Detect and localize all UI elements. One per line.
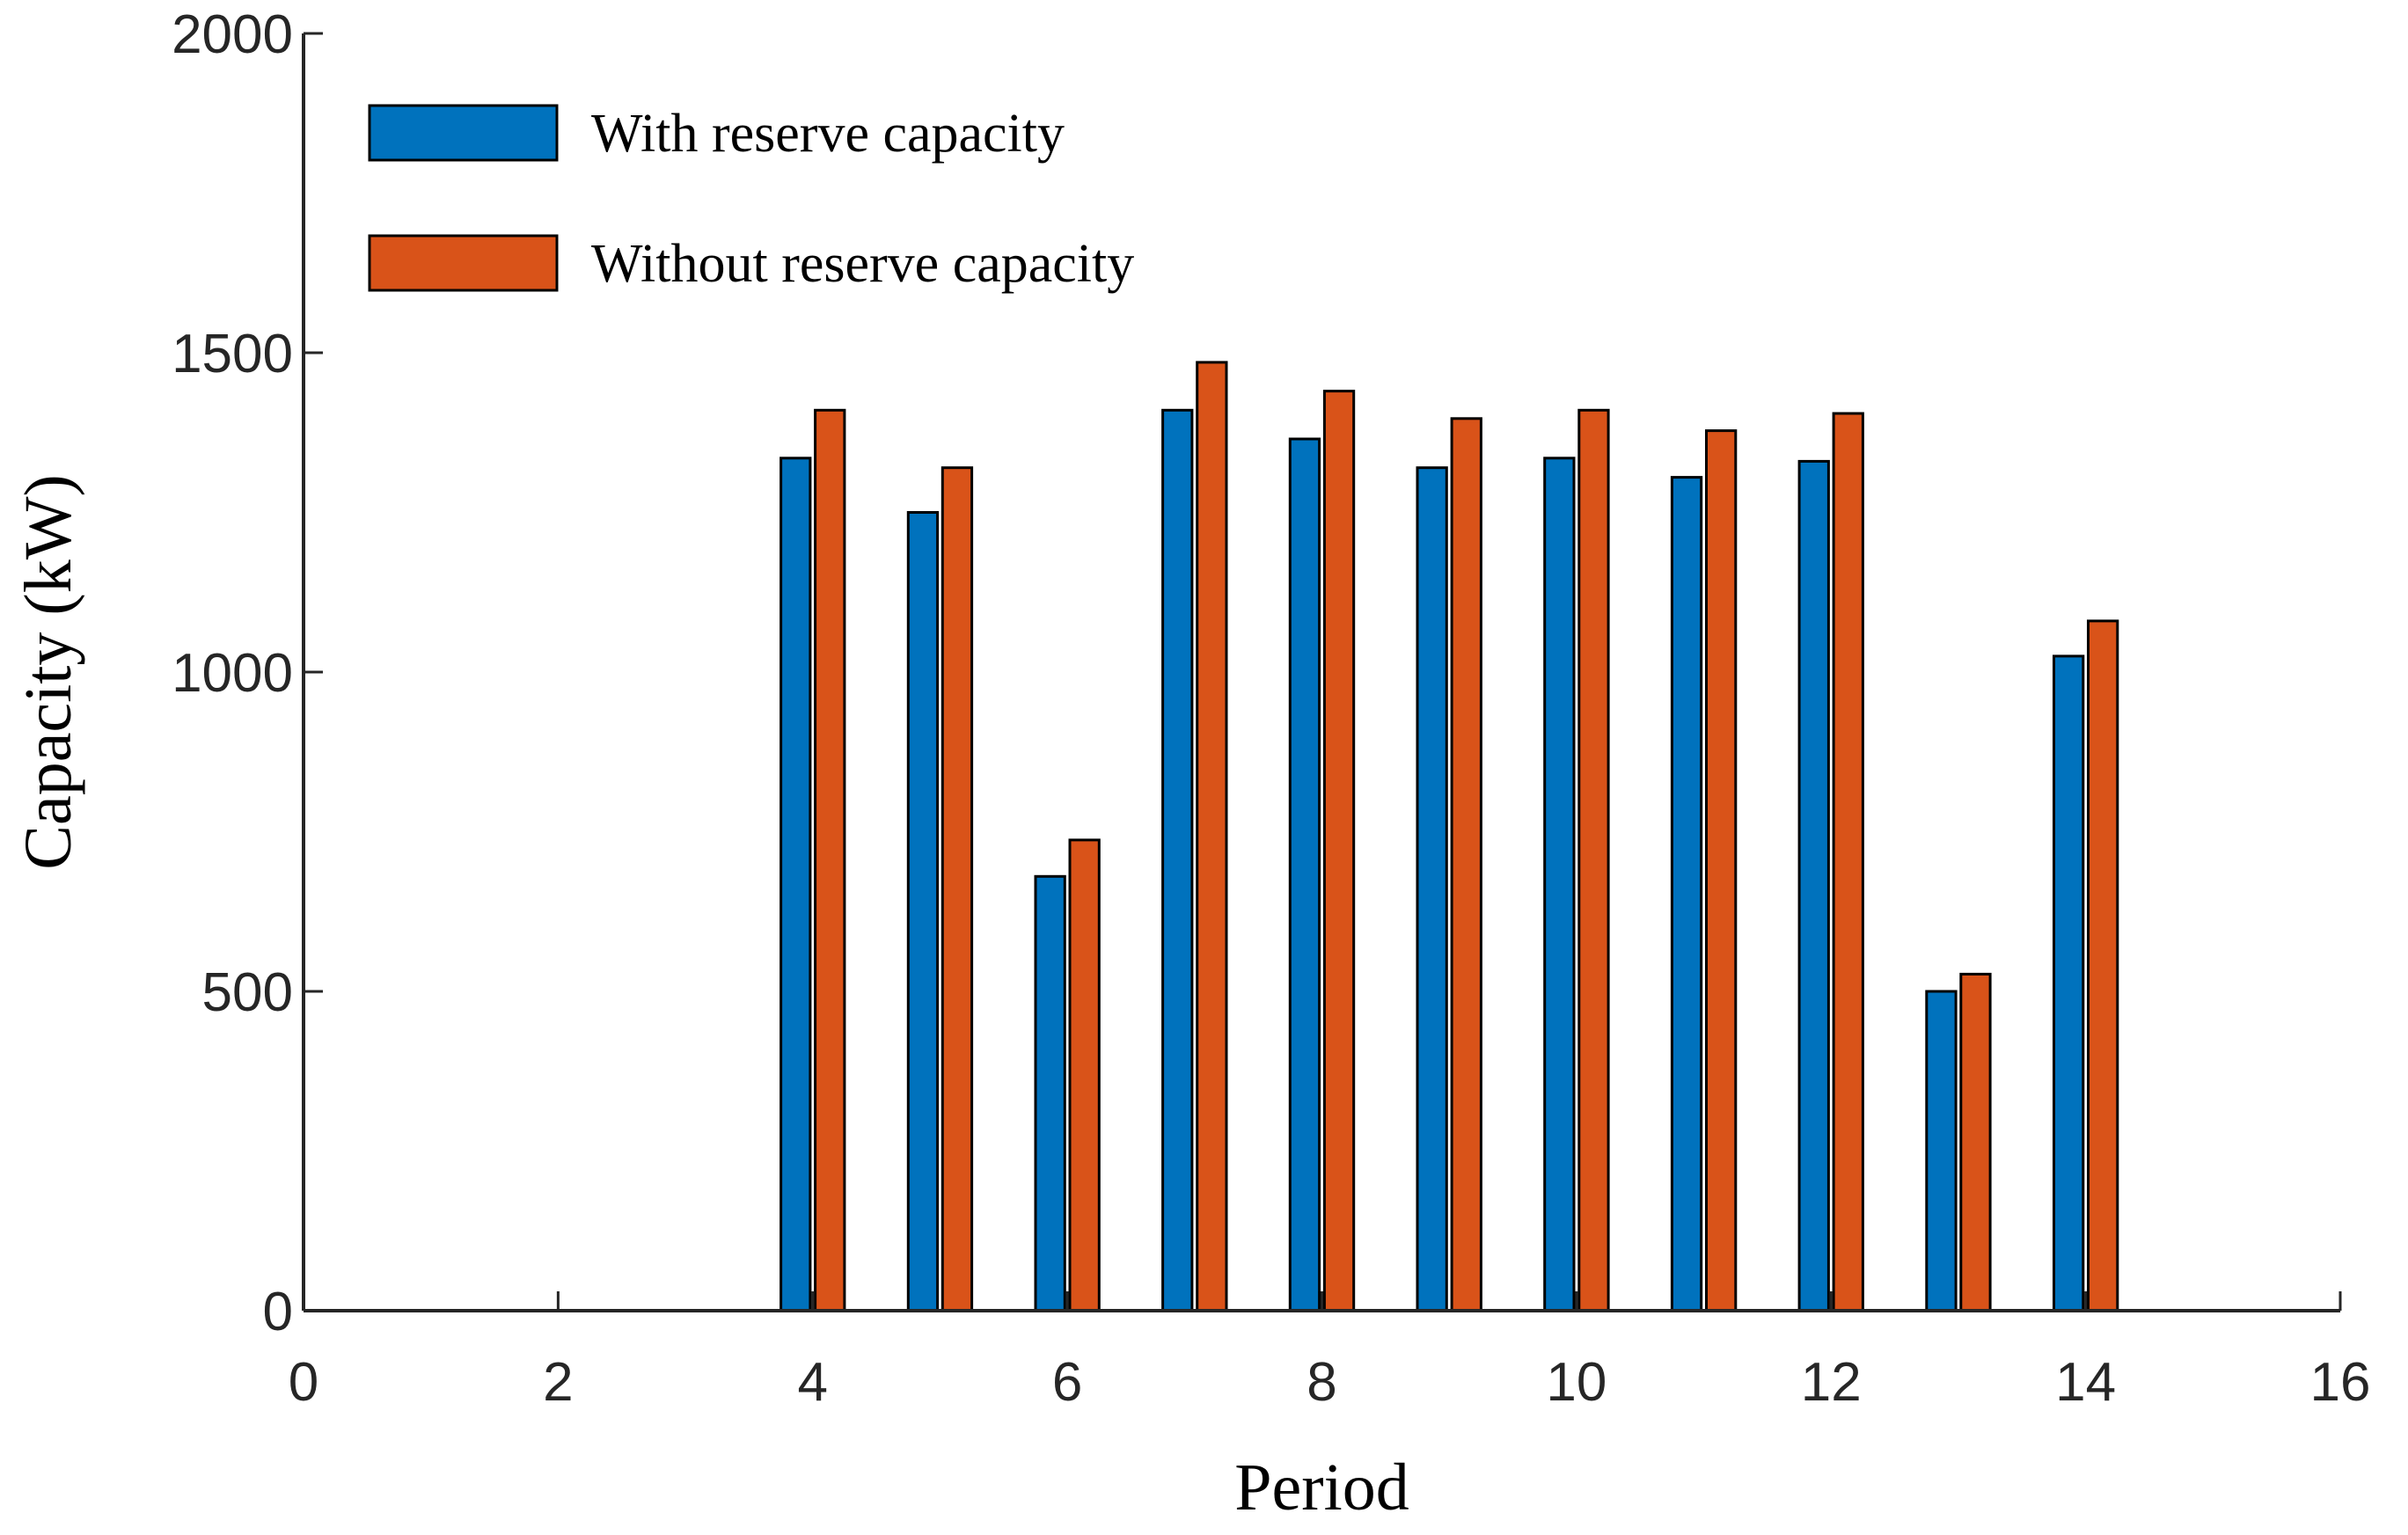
bar-without-reserve-period-7 xyxy=(1196,361,1228,1312)
bar-with-reserve-period-13 xyxy=(1925,990,1958,1312)
x-tick-label: 16 xyxy=(2310,1352,2371,1413)
y-tick-label: 0 xyxy=(263,1282,293,1342)
bar-without-reserve-period-5 xyxy=(941,466,974,1312)
x-tick-label: 2 xyxy=(543,1352,573,1413)
bar-with-reserve-period-12 xyxy=(1797,459,1830,1312)
bar-without-reserve-period-6 xyxy=(1068,838,1101,1312)
bar-without-reserve-period-9 xyxy=(1450,417,1482,1312)
axes xyxy=(302,33,2340,1312)
y-tick-label: 500 xyxy=(202,962,293,1023)
legend: With reserve capacity Without reserve ca… xyxy=(368,104,1134,294)
y-tick-label: 1000 xyxy=(172,643,293,704)
legend-swatch-without-reserve xyxy=(368,234,559,292)
bar-with-reserve-period-7 xyxy=(1161,408,1194,1312)
x-tick-label: 10 xyxy=(1546,1352,1607,1413)
bar-with-reserve-period-11 xyxy=(1670,476,1703,1312)
x-axis-title: Period xyxy=(1234,1451,1409,1524)
x-tick-label: 12 xyxy=(1801,1352,1862,1413)
y-tick-label: 2000 xyxy=(172,4,293,65)
bar-with-reserve-period-6 xyxy=(1034,874,1066,1312)
bar-with-reserve-period-4 xyxy=(779,457,812,1312)
bar-without-reserve-period-8 xyxy=(1322,390,1356,1312)
ticks-layer: 0 2 4 6 8 10 12 14 16 0 500 1000 1500 2000 xyxy=(172,4,2370,1413)
bar-without-reserve-period-10 xyxy=(1577,408,1610,1312)
bar-with-reserve-period-14 xyxy=(2053,654,2085,1312)
x-tick-label: 0 xyxy=(289,1352,318,1413)
x-tick-label: 4 xyxy=(798,1352,828,1413)
x-tick-label: 8 xyxy=(1306,1352,1336,1413)
bar-with-reserve-period-9 xyxy=(1416,466,1448,1312)
x-tick-label: 6 xyxy=(1052,1352,1082,1413)
bar-without-reserve-period-12 xyxy=(1832,412,1864,1312)
bar-without-reserve-period-11 xyxy=(1705,429,1738,1312)
bar-with-reserve-period-5 xyxy=(906,511,940,1312)
y-axis-title: Capacity (kW) xyxy=(11,474,85,869)
bars-layer xyxy=(779,361,2119,1312)
y-tick-label: 1500 xyxy=(172,324,293,384)
bar-with-reserve-period-8 xyxy=(1288,437,1321,1312)
legend-label-without-reserve: Without reserve capacity xyxy=(591,234,1134,294)
legend-swatch-with-reserve xyxy=(368,104,559,162)
x-tick-label: 14 xyxy=(2055,1352,2116,1413)
bar-without-reserve-period-4 xyxy=(814,408,846,1312)
bar-with-reserve-period-10 xyxy=(1543,457,1576,1312)
bar-without-reserve-period-14 xyxy=(2087,619,2119,1312)
legend-label-with-reserve: With reserve capacity xyxy=(591,104,1065,164)
bar-without-reserve-period-13 xyxy=(1959,972,1992,1312)
